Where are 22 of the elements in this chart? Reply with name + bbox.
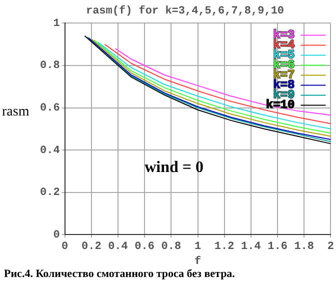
x-tick-label: 2 bbox=[327, 240, 334, 253]
x-tick-label: 1.6 bbox=[268, 240, 288, 253]
y-tick-label: 0.8 bbox=[40, 60, 60, 72]
y-tick-label: 0 bbox=[53, 229, 60, 242]
x-tick-label: 0.8 bbox=[161, 240, 182, 253]
x-axis-title: f bbox=[194, 255, 202, 268]
text: Рис.4. Количество смотанного троса без ветра. bbox=[4, 268, 236, 280]
annotation: wind = 0 bbox=[144, 159, 204, 176]
x-tick-label: 1.4 bbox=[241, 240, 262, 253]
chart-title: rasm(f) for k=3,4,5,6,7,8,9,10 bbox=[86, 4, 284, 18]
y-tick-label: 0.6 bbox=[40, 102, 60, 115]
x-tick-label: 1.8 bbox=[294, 240, 314, 253]
y-tick-label: 0.2 bbox=[40, 187, 60, 200]
x-tick-label: 1.2 bbox=[214, 240, 234, 253]
x-tick-label: 0.4 bbox=[108, 240, 128, 253]
x-tick-label: 0.6 bbox=[134, 240, 154, 253]
y-axis-title: rasm bbox=[2, 104, 30, 120]
y-tick-label: 1 bbox=[53, 18, 60, 30]
x-tick-label: 0 bbox=[62, 240, 68, 253]
y-tick-label: 0.4 bbox=[40, 144, 60, 157]
x-tick-label: 0.2 bbox=[81, 240, 102, 253]
x-tick-label: 1 bbox=[194, 240, 202, 253]
